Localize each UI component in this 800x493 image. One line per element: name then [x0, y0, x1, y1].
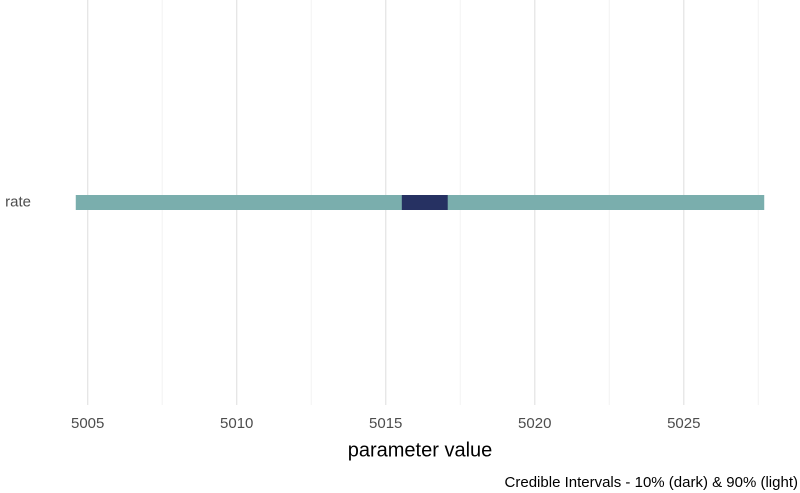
x-tick-label: 5020	[518, 415, 551, 432]
x-tick-label: 5025	[667, 415, 700, 432]
caption: Credible Intervals - 10% (dark) & 90% (l…	[505, 474, 798, 491]
x-tick-label: 5005	[71, 415, 104, 432]
interval-bar	[401, 195, 448, 210]
y-tick-label: rate	[5, 193, 31, 210]
x-tick-label: 5010	[220, 415, 253, 432]
x-axis-title: parameter value	[348, 439, 493, 461]
x-tick-label: 5015	[369, 415, 402, 432]
